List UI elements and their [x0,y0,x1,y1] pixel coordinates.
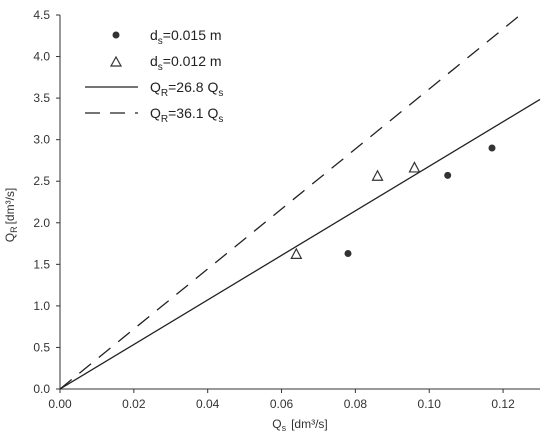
y-axis-label-unit: [dm³/s] [3,188,17,225]
legend-label-line-361: QR=36.1 Qs [150,105,223,125]
legend-label-ds-0012: ds=0.012 m [150,53,222,73]
y-axis-label: QR[dm³/s] [3,188,19,243]
data-points [290,144,496,259]
data-point-triangle [408,161,421,173]
reference-line-solid [59,98,541,390]
data-point-circle [488,144,496,152]
x-tick-label: 0.04 [196,397,220,411]
x-axis-label-main: Q [272,417,281,431]
x-axis-label-sub: s [282,423,287,433]
y-axis-label-main: Q [3,233,17,242]
legend-label-line-268: QR=26.8 Qs [150,79,223,99]
y-axis-label-sub: R [9,226,19,233]
x-tick-label: 0.10 [418,397,442,411]
legend-marker-filled-circle [112,31,120,39]
x-tick-label: 0.08 [344,397,368,411]
x-axis-label: Qs [dm³/s] [272,417,328,433]
data-point-triangle [290,247,303,259]
legend-label-ds-0015: ds=0.015 m [150,27,222,47]
y-tick-labels: 0.0 0.5 1.0 1.5 2.0 2.5 3.0 3.5 4.0 4.5 [33,8,60,396]
y-tick-label: 3.0 [33,133,50,147]
reference-line-dashed [59,14,521,390]
x-axis-label-unit: [dm³/s] [291,417,328,431]
y-tick-label: 0.5 [33,340,50,354]
y-tick-label: 1.0 [33,299,50,313]
reference-lines [59,14,541,390]
x-tick-label: 0.06 [270,397,294,411]
y-tick-label: 4.5 [33,8,50,22]
y-tick-label: 0.0 [33,382,50,396]
y-tick-label: 1.5 [33,257,50,271]
x-tick-labels: 0.00 0.02 0.04 0.06 0.08 0.10 0.12 [48,389,515,411]
y-tick-label: 2.0 [33,216,50,230]
x-tick-label: 0.02 [122,397,146,411]
data-point-circle [444,171,452,179]
data-point-triangle [371,169,384,181]
y-tick-label: 2.5 [33,174,50,188]
y-tick-label: 3.5 [33,91,50,105]
x-tick-label: 0.12 [491,397,515,411]
data-point-circle [344,250,352,258]
legend-marker-open-triangle [109,55,123,67]
x-tick-label: 0.00 [48,397,72,411]
y-tick-label: 4.0 [33,50,50,64]
legend: ds=0.015 m ds=0.012 m QR=26.8 Qs QR=36.1… [85,27,223,125]
